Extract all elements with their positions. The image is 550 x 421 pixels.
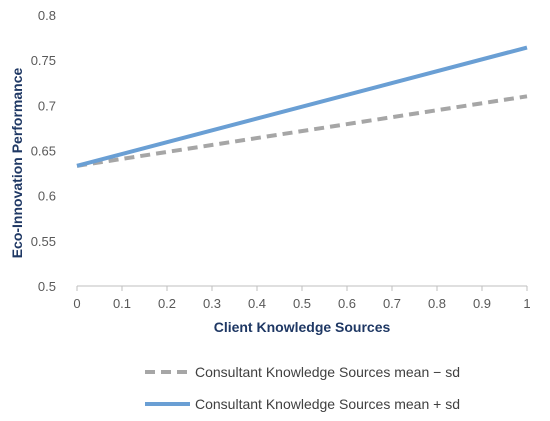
y-tick-label: 0.55 bbox=[31, 234, 56, 249]
legend-label: Consultant Knowledge Sources mean + sd bbox=[195, 396, 460, 412]
y-axis-ticks: 0.5 0.55 0.6 0.65 0.7 0.75 0.8 bbox=[31, 8, 56, 294]
x-tick-label: 0.3 bbox=[203, 296, 221, 311]
series-line-2 bbox=[76, 45, 528, 168]
x-tick-label: 0.7 bbox=[383, 296, 401, 311]
x-tick-label: 0.6 bbox=[338, 296, 356, 311]
y-axis-title: Eco-Innovation Performance bbox=[9, 67, 25, 258]
x-axis-ticks: 0 0.1 0.2 0.3 0.4 0.5 0.6 0.7 0.8 0.9 1 bbox=[73, 286, 531, 311]
x-axis-title: Client Knowledge Sources bbox=[214, 319, 391, 335]
series-line-1 bbox=[76, 94, 528, 168]
series-lines bbox=[76, 45, 528, 168]
x-tick-label: 0.5 bbox=[293, 296, 311, 311]
x-tick-label: 0 bbox=[73, 296, 80, 311]
y-tick-label: 0.8 bbox=[38, 8, 56, 23]
x-tick-label: 0.8 bbox=[428, 296, 446, 311]
legend-label: Consultant Knowledge Sources mean − sd bbox=[195, 364, 460, 380]
y-tick-label: 0.6 bbox=[38, 189, 56, 204]
y-tick-label: 0.75 bbox=[31, 53, 56, 68]
x-tick-label: 0.2 bbox=[158, 296, 176, 311]
y-tick-label: 0.7 bbox=[38, 98, 56, 113]
y-tick-label: 0.5 bbox=[38, 279, 56, 294]
y-tick-label: 0.65 bbox=[31, 144, 56, 159]
x-tick-label: 0.9 bbox=[473, 296, 491, 311]
x-tick-label: 1 bbox=[523, 296, 530, 311]
x-tick-label: 0.4 bbox=[248, 296, 266, 311]
x-tick-label: 0.1 bbox=[113, 296, 131, 311]
legend: Consultant Knowledge Sources mean − sd Co… bbox=[145, 364, 460, 412]
